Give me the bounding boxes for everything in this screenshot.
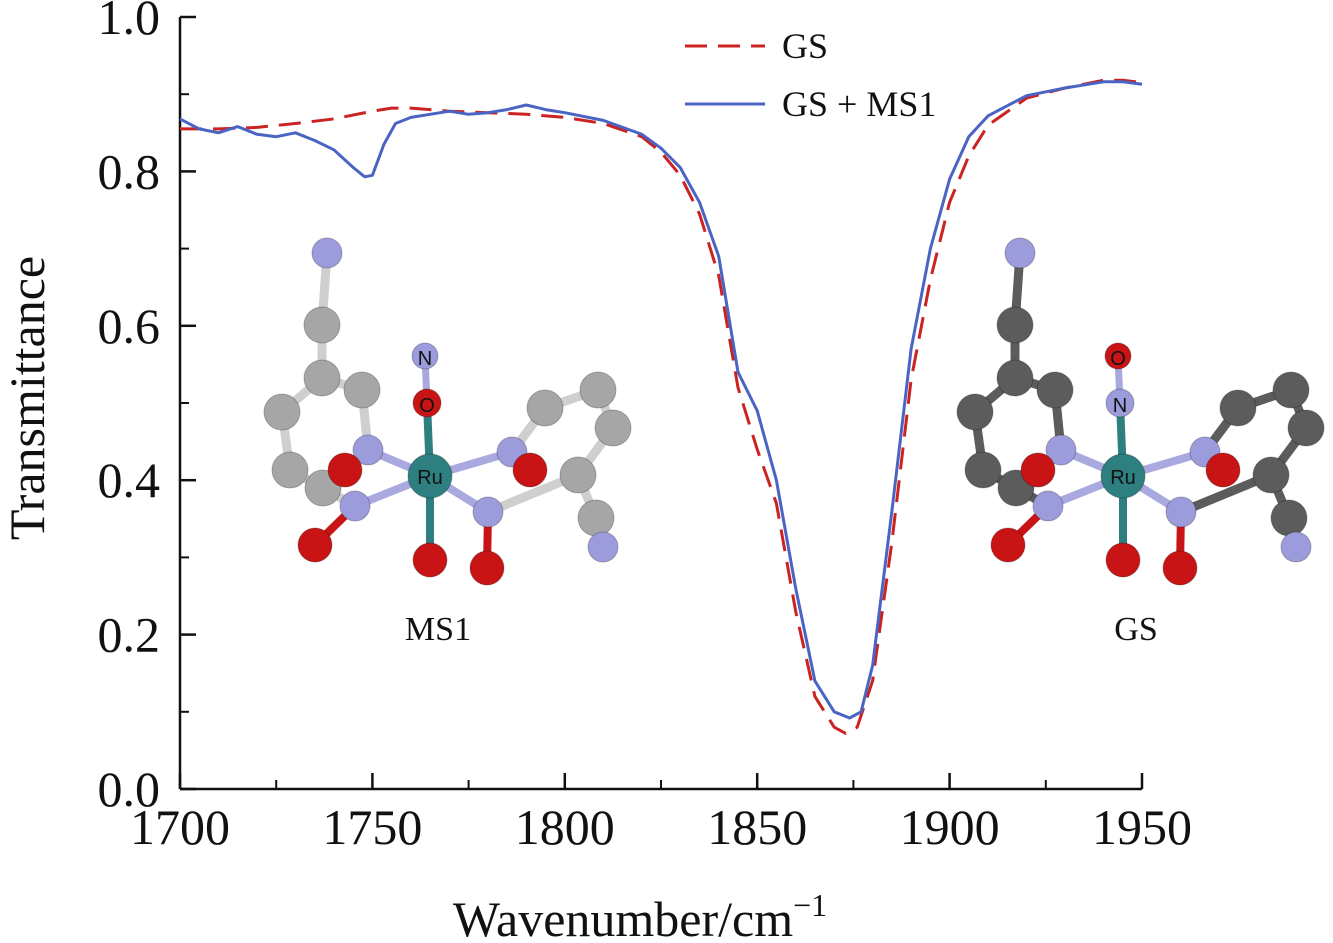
x-axis-title-main: Wavenumber/cm (453, 891, 793, 943)
carbon-atom (996, 306, 1034, 344)
carbon-atom (1287, 409, 1325, 447)
nitrogen-atom (352, 434, 384, 466)
carbon-atom (579, 371, 617, 409)
atom-label: O (419, 395, 435, 417)
carbon-atom (594, 409, 632, 447)
nitrogen-atom (411, 342, 439, 370)
nitrogen-atom (472, 496, 504, 528)
series-layer (179, 78, 1143, 735)
carbon-atom (303, 359, 341, 397)
molecule-gs-structure: Ru O N (956, 237, 1325, 586)
caption-ms1: MS1 (405, 611, 471, 648)
nitrogen-atom (1032, 490, 1064, 522)
series-line-gs (180, 78, 1143, 735)
y-tick-label: 0.8 (98, 143, 161, 199)
oxygen-atom (412, 388, 442, 418)
x-tick-label: 1700 (130, 799, 230, 855)
carbon-atom (526, 389, 564, 427)
atom-label: O (1110, 348, 1126, 370)
ruthenium-atom (1100, 453, 1146, 499)
oxygen-atom (1162, 550, 1198, 586)
nitrogen-atom (587, 531, 619, 563)
atom-label: N (1113, 395, 1127, 417)
carbon-atom (577, 499, 615, 537)
x-axis-title-exponent: −1 (793, 887, 827, 923)
ruthenium-atom (407, 453, 453, 499)
nitrogen-atom (1105, 388, 1135, 418)
oxygen-atom (512, 452, 548, 488)
oxygen-atom (1020, 452, 1056, 488)
carbon-atom (1272, 371, 1310, 409)
atom-label: Ru (1110, 467, 1136, 489)
oxygen-atom (1104, 342, 1132, 370)
caption-gs: GS (1114, 611, 1157, 648)
axes: 1700 1750 1800 1850 1900 1950 0.0 0.2 0.4 0.6 0.8 1… (98, 0, 1193, 855)
x-tick-label: 1900 (900, 799, 1000, 855)
y-tick-label: 0.2 (98, 607, 161, 663)
oxygen-atom (297, 527, 333, 563)
carbon-atom (1036, 371, 1074, 409)
molecule-ms1-structure: Ru N O (263, 237, 632, 586)
nitrogen-atom (1004, 237, 1036, 269)
oxygen-atom (412, 542, 448, 578)
x-tick-label: 1850 (707, 799, 807, 855)
y-tick-label: 0.4 (98, 452, 161, 508)
x-tick-label: 1950 (1092, 799, 1192, 855)
carbon-atom (343, 371, 381, 409)
y-tick-label: 0.6 (98, 298, 161, 354)
y-tick-label: 0.0 (98, 761, 161, 817)
nitrogen-atom (339, 490, 371, 522)
atom-label: Ru (417, 467, 443, 489)
carbon-atom (1219, 389, 1257, 427)
oxygen-atom (1205, 452, 1241, 488)
legend: GS GS + MS1 (685, 26, 936, 124)
carbon-atom (1270, 499, 1308, 537)
x-tick-label: 1750 (322, 799, 422, 855)
y-tick-label: 1.0 (98, 0, 161, 45)
legend-label: GS (782, 26, 828, 66)
carbon-atom (1252, 456, 1290, 494)
oxygen-atom (1105, 542, 1141, 578)
carbon-atom (303, 306, 341, 344)
legend-label: GS + MS1 (782, 84, 936, 124)
oxygen-atom (990, 527, 1026, 563)
carbon-atom (559, 456, 597, 494)
x-tick-label: 1800 (515, 799, 615, 855)
nitrogen-atom (1165, 496, 1197, 528)
y-axis-title: Transmittance (0, 256, 55, 540)
oxygen-atom (469, 550, 505, 586)
carbon-atom (271, 451, 309, 489)
nitrogen-atom (311, 237, 343, 269)
x-axis-title: Wavenumber/cm−1 (453, 887, 827, 943)
series-line-gs-ms1 (179, 80, 1143, 720)
nitrogen-atom (1280, 531, 1312, 563)
nitrogen-atom (1045, 434, 1077, 466)
oxygen-atom (327, 452, 363, 488)
carbon-atom (263, 393, 301, 431)
atom-label: N (418, 348, 432, 370)
carbon-atom (956, 393, 994, 431)
carbon-atom (996, 359, 1034, 397)
carbon-atom (964, 451, 1002, 489)
